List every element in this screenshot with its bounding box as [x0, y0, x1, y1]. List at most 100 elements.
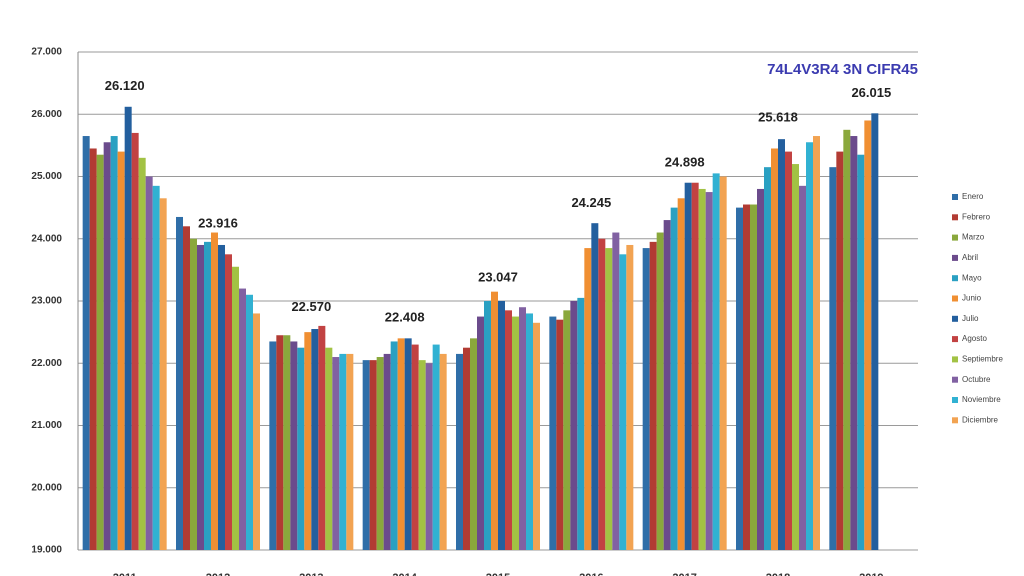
x-tick-label: 2012	[206, 572, 230, 576]
bar	[82, 136, 90, 550]
bar	[197, 244, 204, 550]
bar	[519, 307, 526, 550]
bar	[649, 241, 657, 551]
bar	[813, 136, 820, 550]
legend-label: Noviembre	[962, 395, 1001, 404]
data-label: 24.245	[571, 195, 611, 210]
data-label: 24.898	[665, 154, 705, 169]
bar	[204, 241, 211, 551]
annotation: 74L4V3R4 3N CIFR45	[767, 61, 918, 78]
bar	[432, 344, 440, 550]
bar	[283, 335, 291, 550]
bar	[656, 232, 664, 550]
legend-label: Agosto	[962, 334, 987, 343]
bar	[698, 188, 706, 550]
legend-swatch	[952, 295, 958, 302]
y-tick-label: 21.000	[31, 420, 62, 431]
bar	[857, 154, 865, 550]
legend-label: Julio	[962, 314, 979, 323]
legend-swatch	[952, 356, 958, 363]
bar	[246, 294, 253, 550]
bar	[376, 357, 384, 550]
bar	[757, 188, 764, 550]
legend-swatch	[952, 336, 958, 343]
bar	[829, 167, 837, 550]
legend-label: Marzo	[962, 233, 985, 242]
bar	[785, 151, 792, 550]
x-tick-label: 2015	[486, 572, 510, 576]
y-tick-label: 25.000	[31, 171, 62, 182]
bar	[211, 232, 218, 550]
x-tick-label: 2011	[113, 572, 137, 576]
y-tick-label: 23.000	[31, 296, 62, 307]
data-label: 26.120	[105, 78, 145, 93]
bar	[778, 139, 785, 550]
bar	[512, 316, 519, 550]
legend-label: Abril	[962, 253, 978, 262]
data-label: 22.408	[385, 309, 425, 324]
bar	[806, 142, 813, 550]
bar	[339, 353, 347, 550]
bar	[383, 353, 391, 550]
bar	[183, 226, 190, 551]
bar	[743, 204, 750, 550]
y-tick-label: 20.000	[31, 482, 62, 493]
legend-swatch	[952, 397, 958, 403]
bar	[225, 254, 232, 550]
bar	[843, 129, 851, 550]
legend-swatch	[952, 214, 958, 221]
legend-label: Septiembre	[962, 355, 1003, 364]
bar	[799, 185, 806, 550]
bar	[411, 344, 419, 550]
bar	[117, 151, 125, 550]
bar	[276, 335, 284, 550]
bar	[397, 338, 405, 550]
y-tick-label: 19.000	[31, 545, 62, 556]
bar	[864, 120, 872, 550]
y-tick-label: 22.000	[31, 358, 62, 369]
y-tick-label: 26.000	[31, 109, 62, 120]
bar	[836, 151, 844, 550]
bar	[325, 347, 333, 550]
bar	[498, 301, 505, 550]
bar	[311, 329, 319, 550]
bar	[605, 248, 613, 550]
x-tick-label: 2013	[299, 572, 323, 576]
bar	[218, 244, 225, 550]
legend-label: Febrero	[962, 212, 991, 221]
data-label: 25.618	[758, 109, 798, 124]
legend-label: Enero	[962, 192, 984, 201]
bar	[253, 313, 260, 550]
legend-swatch	[952, 417, 958, 424]
legend-label: Diciembre	[962, 415, 999, 424]
bar	[477, 316, 484, 550]
bar	[318, 325, 326, 550]
legend-swatch	[952, 275, 958, 282]
bar	[418, 360, 426, 550]
bar	[304, 332, 312, 550]
bar	[89, 148, 97, 551]
data-label: 22.570	[291, 299, 331, 314]
legend-label: Mayo	[962, 273, 982, 282]
bar	[570, 301, 578, 550]
legend-swatch	[952, 254, 958, 261]
bar	[425, 363, 433, 550]
bar	[591, 223, 599, 550]
bar	[556, 319, 564, 550]
bar	[505, 310, 512, 550]
y-tick-label: 27.000	[31, 47, 62, 58]
bar	[771, 148, 778, 551]
bar	[792, 164, 799, 551]
bar	[584, 248, 592, 550]
bar	[670, 207, 678, 550]
bar	[297, 347, 305, 550]
bar	[619, 254, 627, 550]
bar	[691, 182, 699, 550]
bar	[719, 176, 727, 550]
bar	[176, 216, 183, 550]
bar	[145, 176, 153, 550]
bar	[159, 198, 167, 550]
bar	[439, 353, 447, 550]
bar	[332, 357, 340, 550]
